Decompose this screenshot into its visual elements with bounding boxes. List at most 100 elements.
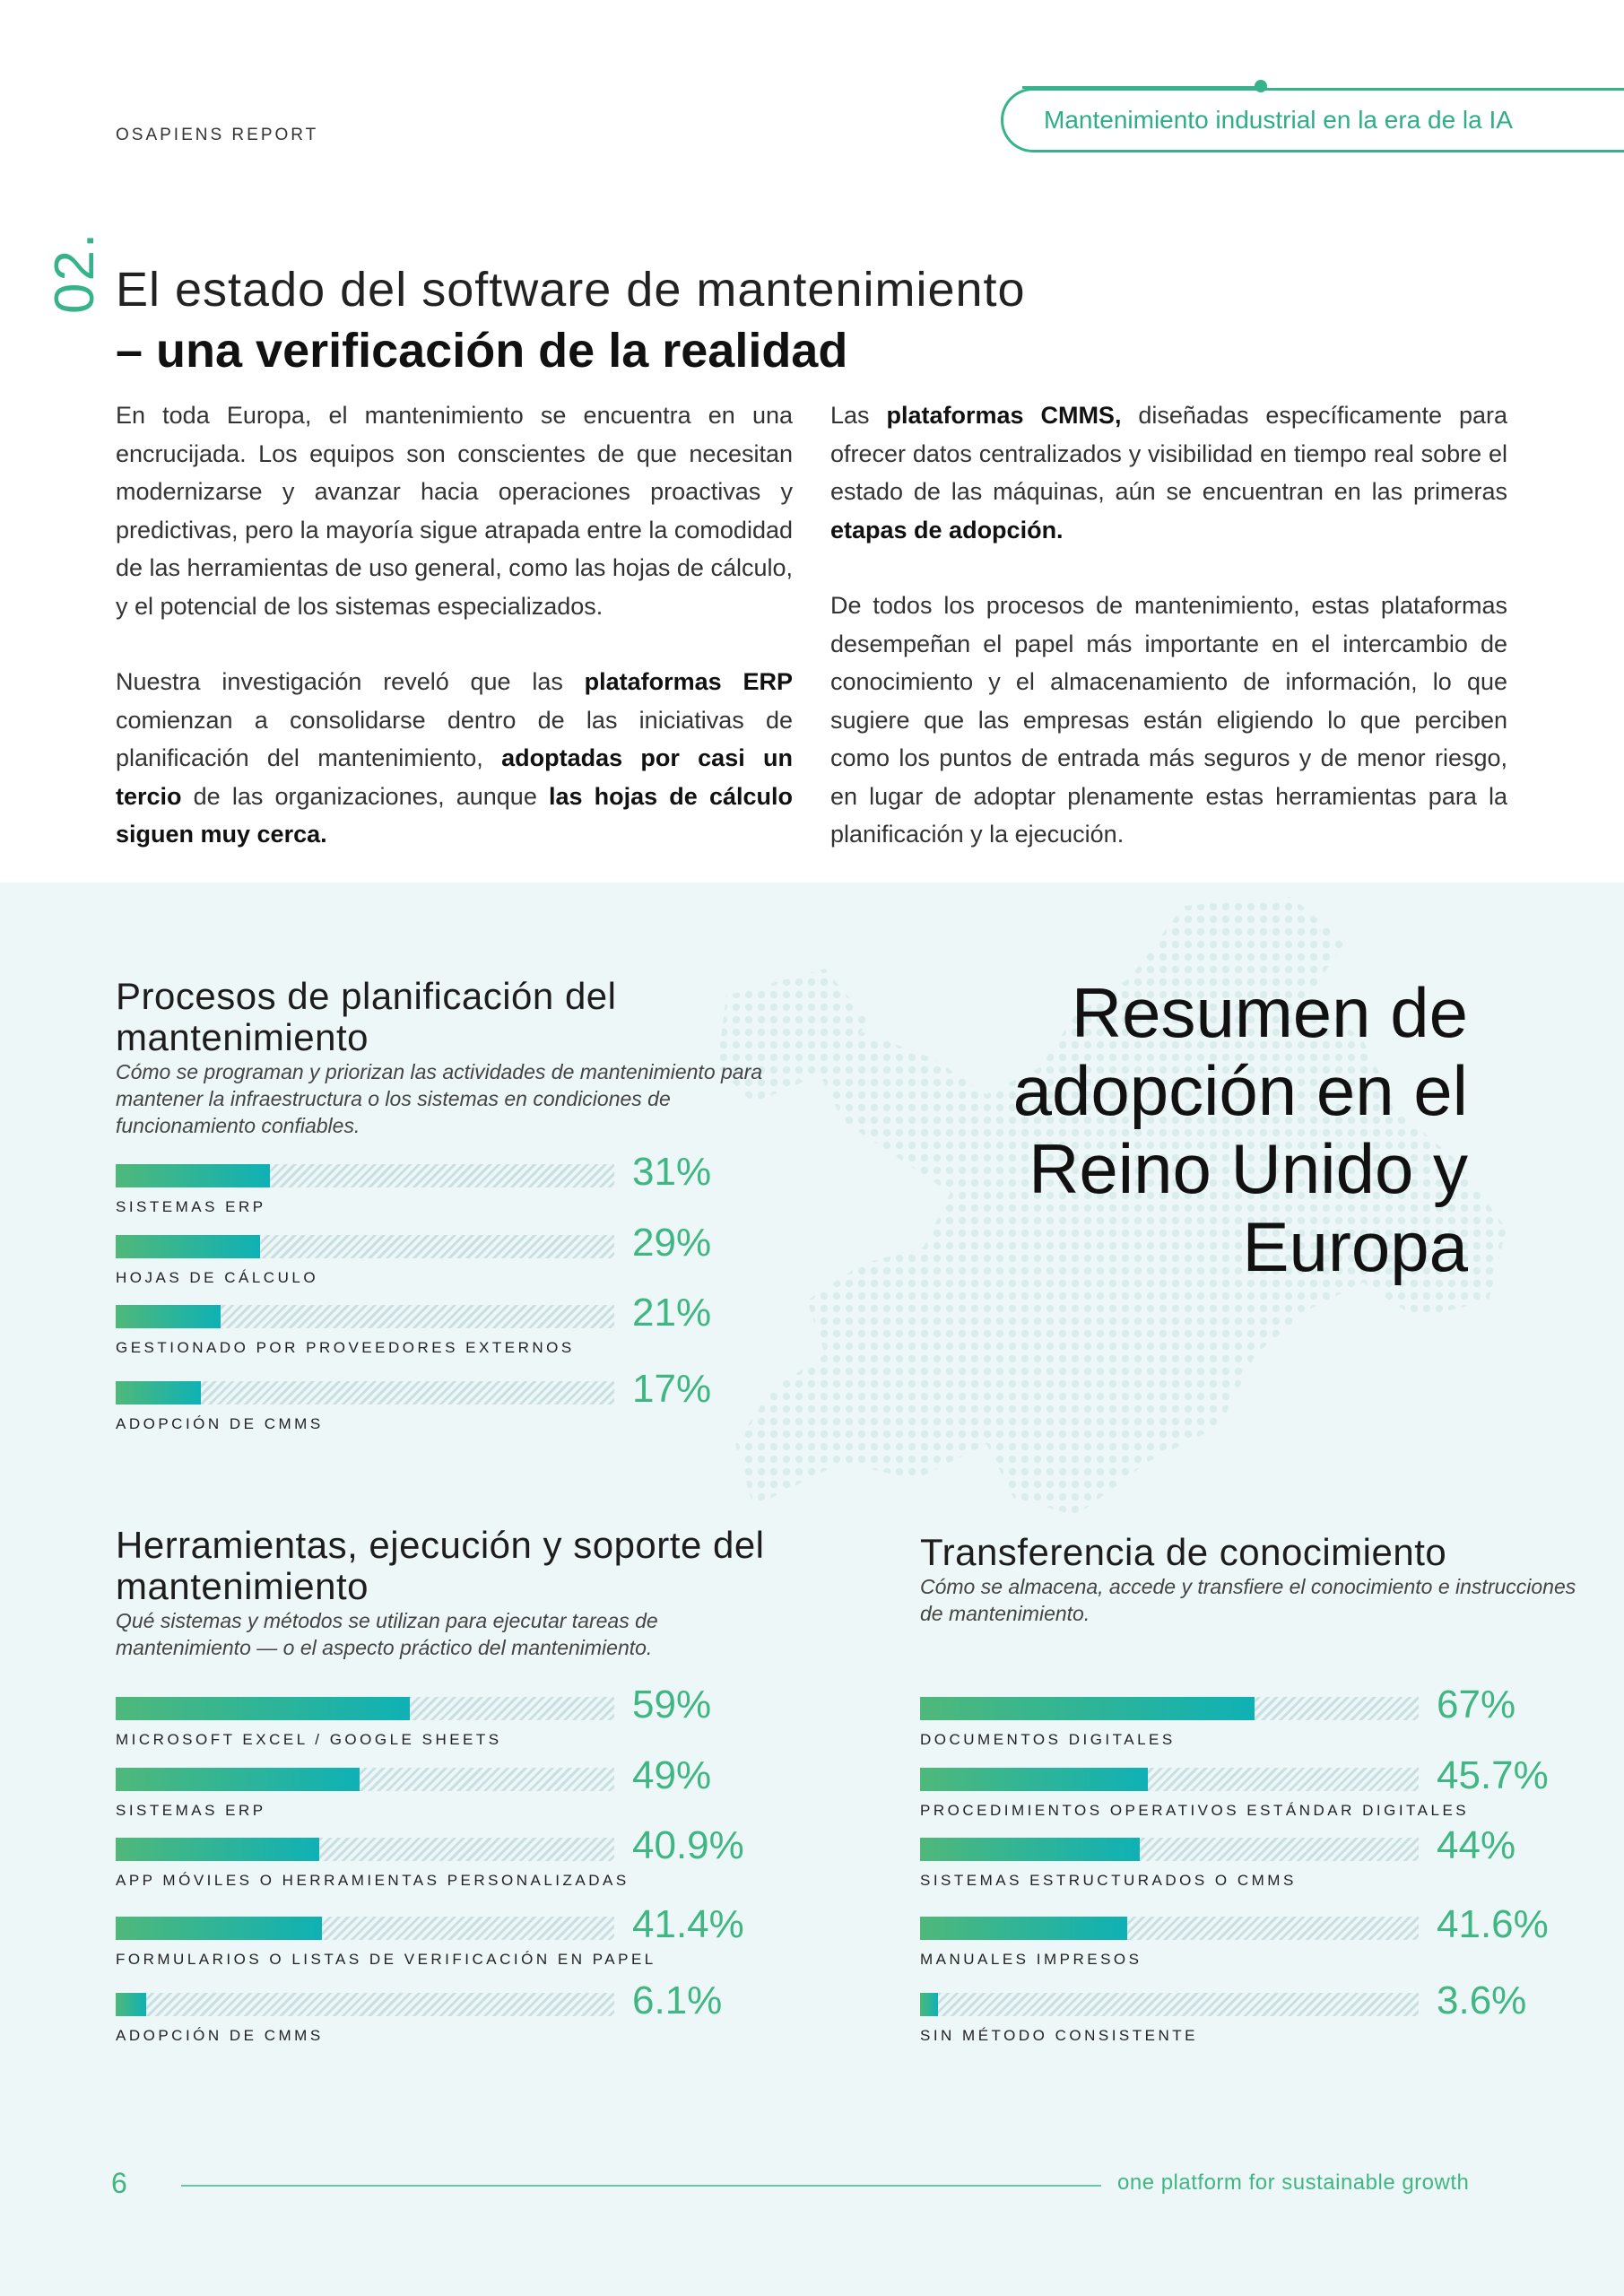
bar <box>920 1768 1149 1791</box>
bar-value-label: 44% <box>1437 1823 1516 1867</box>
text: diseñadas específicamente para ofrecer d… <box>830 402 1507 505</box>
bar-row: HOJAS DE CÁLCULO 29% <box>116 1221 797 1298</box>
bar <box>920 1838 1140 1861</box>
bold-text: etapas de adopción. <box>830 516 1064 544</box>
bar <box>116 1235 261 1258</box>
bar-row: GESTIONADO POR PROVEEDORES EXTERNOS 21% <box>116 1291 797 1368</box>
summary-heading-line: Resumen de <box>1071 973 1468 1052</box>
bar-category-label: MICROSOFT EXCEL / GOOGLE SHEETS <box>116 1731 502 1748</box>
bar-row: PROCEDIMIENTOS OPERATIVOS ESTÁNDAR DIGIT… <box>920 1753 1602 1831</box>
bar-category-label: ADOPCIÓN DE CMMS <box>116 1415 324 1432</box>
bar-category-label: ADOPCIÓN DE CMMS <box>116 2027 324 2044</box>
footer-divider <box>181 2185 1101 2187</box>
bar-value-label: 21% <box>632 1291 712 1335</box>
bar-value-label: 31% <box>632 1150 712 1194</box>
chart-subtitle: Qué sistemas y métodos se utilizan para … <box>116 1609 658 1659</box>
bold-text: adoptadas por casi un tercio <box>116 744 793 810</box>
bar-row: ADOPCIÓN DE CMMS 17% <box>116 1367 797 1444</box>
bar <box>920 1917 1128 1940</box>
bar <box>116 1993 146 2016</box>
bar-row: APP MÓVILES O HERRAMIENTAS PERSONALIZADA… <box>116 1823 797 1900</box>
paragraph: Nuestra investigación reveló que las pla… <box>116 663 793 854</box>
text: de las organizaciones, aunque <box>181 782 549 810</box>
bar-category-label: FORMULARIOS O LISTAS DE VERIFICACIÓN EN … <box>116 1951 656 1968</box>
report-label: OSAPIENS REPORT <box>116 126 319 144</box>
chart-knowledge: Transferencia de conocimiento Cómo se al… <box>920 1531 1602 2044</box>
bar-row: MICROSOFT EXCEL / GOOGLE SHEETS 59% <box>116 1683 797 1760</box>
bar-value-label: 41.6% <box>1437 1902 1549 1946</box>
body-left-column: En toda Europa, el mantenimiento se encu… <box>116 396 793 891</box>
bar-category-label: DOCUMENTOS DIGITALES <box>920 1731 1176 1748</box>
chart-title: Herramientas, ejecución y soporte del ma… <box>116 1524 765 1607</box>
summary-heading-line: Europa <box>1242 1207 1468 1286</box>
chart-subtitle: Cómo se programan y priorizan las activi… <box>116 1060 763 1137</box>
body-right-column: Las plataformas CMMS, diseñadas específi… <box>830 396 1507 891</box>
bar-value-label: 59% <box>632 1683 712 1726</box>
chart-subtitle: Cómo se almacena, accede y transfiere el… <box>920 1575 1576 1625</box>
bar-track <box>920 1993 1419 2016</box>
bar-value-label: 49% <box>632 1753 712 1797</box>
bar-category-label: APP MÓVILES O HERRAMIENTAS PERSONALIZADA… <box>116 1872 630 1889</box>
bar <box>116 1381 201 1405</box>
bar-value-label: 6.1% <box>632 1979 723 2022</box>
bar-category-label: SISTEMAS ESTRUCTURADOS O CMMS <box>920 1872 1297 1889</box>
bar <box>116 1305 221 1328</box>
bar <box>116 1164 271 1187</box>
bar-value-label: 40.9% <box>632 1823 744 1867</box>
paragraph: De todos los procesos de mantenimiento, … <box>830 592 1507 848</box>
bar-row: DOCUMENTOS DIGITALES 67% <box>920 1683 1602 1760</box>
bold-text: plataformas CMMS, <box>886 402 1122 429</box>
bar-category-label: GESTIONADO POR PROVEEDORES EXTERNOS <box>116 1339 575 1356</box>
chart-planning: Procesos de planificación del mantenimie… <box>116 975 797 1432</box>
bold-text: plataformas ERP <box>584 668 793 695</box>
bar-value-label: 41.4% <box>632 1902 744 1946</box>
bar-value-label: 67% <box>1437 1683 1516 1726</box>
bar-category-label: SISTEMAS ERP <box>116 1198 266 1215</box>
footer-tagline: one platform for sustainable growth <box>1117 2170 1470 2195</box>
text: comienzan a consolidarse dentro de las i… <box>116 706 793 772</box>
bar-category-label: SISTEMAS ERP <box>116 1802 266 1819</box>
bar-value-label: 17% <box>632 1367 712 1411</box>
document-title: Mantenimiento industrial en la era de la… <box>1044 106 1513 134</box>
text: Nuestra investigación reveló que las <box>116 668 585 695</box>
bar <box>116 1838 320 1861</box>
section-number: 02. <box>44 230 106 314</box>
text: Las <box>830 402 887 429</box>
bar <box>920 1993 939 2016</box>
chart-tools: Herramientas, ejecución y soporte del ma… <box>116 1524 797 2044</box>
page-number: 6 <box>111 2167 127 2199</box>
chart-title: Transferencia de conocimiento <box>920 1531 1447 1573</box>
bar-row: MANUALES IMPRESOS 41.6% <box>920 1902 1602 1979</box>
chart-title: Procesos de planificación del mantenimie… <box>116 975 617 1058</box>
pill-dot <box>1255 80 1267 92</box>
bar-row: SISTEMAS ERP 31% <box>116 1150 797 1227</box>
bar-category-label: HOJAS DE CÁLCULO <box>116 1269 319 1286</box>
section-title-line1: El estado del software de mantenimiento <box>116 263 1026 317</box>
paragraph: En toda Europa, el mantenimiento se encu… <box>116 402 793 620</box>
bar <box>920 1697 1255 1720</box>
paragraph: Las plataformas CMMS, diseñadas específi… <box>830 396 1507 549</box>
section-title-line2: – una verificación de la realidad <box>116 324 848 378</box>
summary-heading-line: adopción en el <box>1012 1051 1468 1130</box>
europe-map-graphic <box>717 897 1507 1516</box>
bar-category-label: PROCEDIMIENTOS OPERATIVOS ESTÁNDAR DIGIT… <box>920 1802 1470 1819</box>
bar-row: SISTEMAS ERP 49% <box>116 1753 797 1831</box>
bar-row: ADOPCIÓN DE CMMS 6.1% <box>116 1979 797 2056</box>
bar-row: SISTEMAS ESTRUCTURADOS O CMMS 44% <box>920 1823 1602 1900</box>
bar-row: FORMULARIOS O LISTAS DE VERIFICACIÓN EN … <box>116 1902 797 1979</box>
bar <box>116 1917 323 1940</box>
summary-heading: Resumen de adopción en el Reino Unido y … <box>1013 974 1468 1286</box>
bar-row: SIN MÉTODO CONSISTENTE 3.6% <box>920 1979 1602 2056</box>
bar <box>116 1697 411 1720</box>
bar-value-label: 45.7% <box>1437 1753 1549 1797</box>
bar-category-label: MANUALES IMPRESOS <box>920 1951 1142 1968</box>
bar-value-label: 29% <box>632 1221 712 1265</box>
summary-heading-line: Reino Unido y <box>1029 1129 1468 1208</box>
pill-connector-line <box>1022 86 1257 89</box>
bar-value-label: 3.6% <box>1437 1979 1527 2022</box>
header-pill <box>1001 88 1624 152</box>
bar-category-label: SIN MÉTODO CONSISTENTE <box>920 2027 1198 2044</box>
bar-track <box>116 1993 614 2016</box>
bold-text: las hojas de cálculo siguen muy cerca. <box>116 782 793 848</box>
bar <box>116 1768 360 1791</box>
